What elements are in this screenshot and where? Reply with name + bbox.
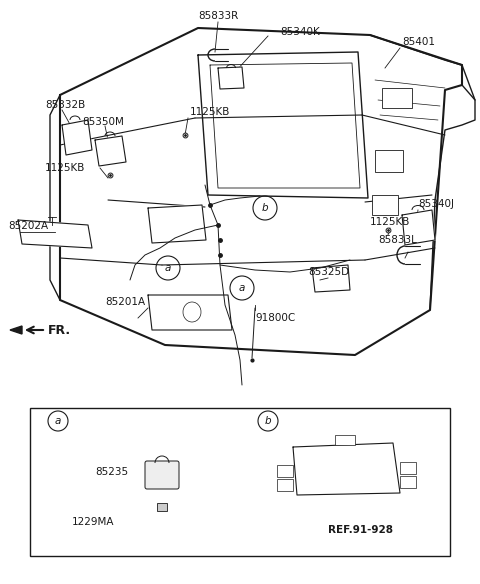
Polygon shape [312,265,350,292]
Bar [335,435,355,445]
Text: REF.91-928: REF.91-928 [328,525,393,535]
Text: 85833L: 85833L [378,235,417,245]
Text: a: a [55,416,61,426]
Text: 85350M: 85350M [82,117,124,127]
Text: 1229MA: 1229MA [72,517,115,527]
Text: 85235: 85235 [95,467,128,477]
Text: a: a [239,283,245,293]
Bar [400,476,416,488]
Text: 91800C: 91800C [255,313,295,323]
Polygon shape [95,136,126,166]
Text: 85201A: 85201A [105,297,145,307]
Polygon shape [10,326,22,334]
Polygon shape [402,210,435,245]
Polygon shape [148,205,206,243]
Bar [375,150,403,172]
Text: 85340J: 85340J [418,199,454,209]
Text: 85340K: 85340K [280,27,320,37]
Polygon shape [148,295,232,330]
Text: FR.: FR. [48,324,71,336]
Text: a: a [165,263,171,273]
Bar [30,408,450,556]
Text: 1125KB: 1125KB [190,107,230,117]
Text: 1125KB: 1125KB [370,217,410,227]
Bar [277,465,293,477]
Polygon shape [62,120,92,155]
Polygon shape [293,443,400,495]
Text: 85833R: 85833R [198,11,238,21]
Bar [382,88,412,108]
Text: 85202A: 85202A [8,221,48,231]
Bar [372,195,398,215]
Text: b: b [264,416,271,426]
Text: b: b [262,203,268,213]
Text: 85332B: 85332B [45,100,85,110]
Text: 85325D: 85325D [308,267,349,277]
Text: 85401: 85401 [402,37,435,47]
Polygon shape [18,220,92,248]
Text: 1125KB: 1125KB [45,163,85,173]
Bar [400,462,416,474]
FancyBboxPatch shape [145,461,179,489]
Bar [277,479,293,491]
Bar [157,503,167,511]
Polygon shape [218,67,244,89]
